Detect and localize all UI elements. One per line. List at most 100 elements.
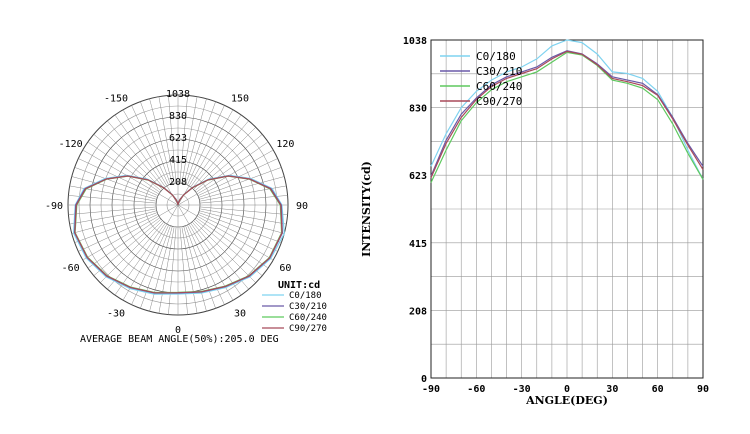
polar-grid-spoke bbox=[87, 141, 161, 193]
x-tick-label: 30 bbox=[606, 384, 618, 395]
polar-grid-spoke bbox=[191, 120, 249, 189]
y-axis-title: INTENSITY(cd) bbox=[360, 161, 373, 257]
polar-grid-spoke bbox=[78, 214, 159, 252]
polar-angle-label: -150 bbox=[104, 94, 128, 105]
polar-series-curve bbox=[72, 174, 285, 295]
polar-grid-spoke bbox=[198, 167, 282, 198]
polar-grid-spoke bbox=[185, 101, 216, 185]
polar-grid-spoke bbox=[197, 214, 278, 252]
polar-grid-spoke bbox=[179, 226, 188, 315]
polar-grid-spoke bbox=[179, 95, 188, 184]
polar-grid-spoke bbox=[187, 105, 225, 186]
polar-angle-label: -120 bbox=[59, 139, 83, 150]
line-legend-label: C90/270 bbox=[476, 95, 522, 108]
polar-angle-label: 120 bbox=[276, 139, 294, 150]
polar-grid-spoke bbox=[183, 226, 207, 312]
polar-angle-label: 0 bbox=[175, 325, 181, 336]
polar-grid-spoke bbox=[190, 114, 242, 188]
line-legend-label: C0/180 bbox=[476, 50, 516, 63]
polar-grid-spoke bbox=[122, 109, 179, 206]
line-legend-label: C30/210 bbox=[476, 65, 522, 78]
polar-grid-spoke bbox=[181, 96, 198, 184]
polar-grid-spoke bbox=[122, 204, 179, 301]
polar-grid-spoke bbox=[100, 127, 163, 190]
line-series-0 bbox=[430, 39, 704, 180]
polar-legend-label: C0/180 bbox=[289, 291, 322, 301]
polar-grid-spoke bbox=[195, 141, 269, 193]
x-tick-label: 0 bbox=[564, 384, 570, 395]
polar-radial-tick-label: 830 bbox=[169, 111, 187, 122]
polar-grid-spoke bbox=[131, 224, 169, 305]
polar-angle-label: 30 bbox=[234, 308, 246, 319]
polar-grid-spoke bbox=[82, 204, 179, 261]
polar-grid-spoke bbox=[193, 127, 256, 190]
polar-angle-label: -30 bbox=[107, 308, 125, 319]
polar-grid-spoke bbox=[177, 204, 274, 261]
polar-legend-label: C30/210 bbox=[289, 302, 327, 312]
line-series-2 bbox=[430, 51, 704, 183]
y-tick-label: 623 bbox=[409, 171, 427, 182]
polar-radial-tick-label: 623 bbox=[169, 133, 187, 144]
polar-grid-spoke bbox=[82, 149, 179, 206]
x-tick-label: -60 bbox=[467, 384, 485, 395]
polar-grid-spoke bbox=[87, 217, 161, 269]
line-series-3 bbox=[430, 50, 704, 178]
y-tick-label: 415 bbox=[409, 239, 427, 250]
polar-grid-spoke bbox=[194, 134, 263, 192]
polar-chart: 208 415 623 830 1038 -150 150 -120 120 -90 90 -60 60… bbox=[45, 89, 327, 345]
polar-angle-label: -90 bbox=[45, 201, 63, 212]
polar-legend-label: C60/240 bbox=[289, 313, 327, 323]
polar-grid-spoke bbox=[74, 212, 158, 243]
polar-grid-spoke bbox=[177, 109, 234, 206]
polar-grid-spoke bbox=[107, 120, 165, 189]
polar-grid-spoke bbox=[107, 221, 165, 290]
polar-grid-spoke bbox=[191, 221, 249, 290]
polar-grid-spoke bbox=[199, 176, 285, 200]
polar-grid-spoke bbox=[158, 96, 175, 184]
polar-unit-label: UNIT:cd bbox=[278, 280, 320, 291]
line-legend-label: C60/240 bbox=[476, 80, 522, 93]
polar-grid-spoke bbox=[68, 206, 157, 215]
polar-grid-spoke bbox=[140, 101, 171, 185]
polar-grid-spoke bbox=[199, 210, 285, 234]
polar-grid-spoke bbox=[158, 226, 175, 314]
polar-grid-spoke bbox=[193, 220, 256, 283]
polar-grid-spoke bbox=[68, 195, 157, 204]
y-tick-label: 1038 bbox=[403, 36, 427, 47]
polar-grid-spoke bbox=[187, 224, 225, 305]
x-axis-title: ANGLE(DEG) bbox=[525, 394, 608, 407]
polar-grid-spoke bbox=[131, 105, 169, 186]
polar-grid-spoke bbox=[185, 225, 216, 309]
y-tick-label: 208 bbox=[409, 306, 427, 317]
polar-grid-spoke bbox=[149, 98, 173, 184]
polar-angle-label: 60 bbox=[279, 263, 291, 274]
polar-grid-spoke bbox=[181, 226, 198, 314]
polar-radial-tick-label: 208 bbox=[169, 177, 187, 188]
polar-grid-spoke bbox=[69, 208, 157, 225]
x-tick-label: 90 bbox=[697, 384, 709, 395]
polar-grid-spoke bbox=[199, 195, 288, 204]
polar-grid-spoke bbox=[93, 134, 162, 192]
polar-footer-beam-angle: AVERAGE BEAM ANGLE(50%):205.0 DEG bbox=[80, 334, 279, 345]
polar-grid-spoke bbox=[168, 95, 177, 184]
polar-grid-spoke bbox=[100, 220, 163, 283]
polar-grid-spoke bbox=[93, 218, 162, 276]
polar-grid-spoke bbox=[114, 114, 166, 188]
x-tick-label: -90 bbox=[422, 384, 440, 395]
polar-grid-spoke bbox=[149, 226, 173, 312]
polar-radial-tick-label: 415 bbox=[169, 155, 187, 166]
polar-series-curve bbox=[74, 175, 283, 294]
polar-grid-spoke bbox=[168, 226, 177, 315]
polar-angle-label: 90 bbox=[296, 201, 308, 212]
polar-grid-spoke bbox=[71, 210, 157, 234]
polar-grid-spoke bbox=[140, 225, 171, 309]
x-tick-label: -30 bbox=[513, 384, 531, 395]
polar-legend-label: C90/270 bbox=[289, 324, 327, 334]
x-tick-label: 60 bbox=[652, 384, 664, 395]
polar-grid-spoke bbox=[177, 149, 274, 206]
polar-grid-spoke bbox=[199, 208, 287, 225]
y-tick-label: 830 bbox=[409, 104, 427, 115]
polar-grid-spoke bbox=[71, 176, 157, 200]
polar-grid-spoke bbox=[199, 206, 288, 215]
